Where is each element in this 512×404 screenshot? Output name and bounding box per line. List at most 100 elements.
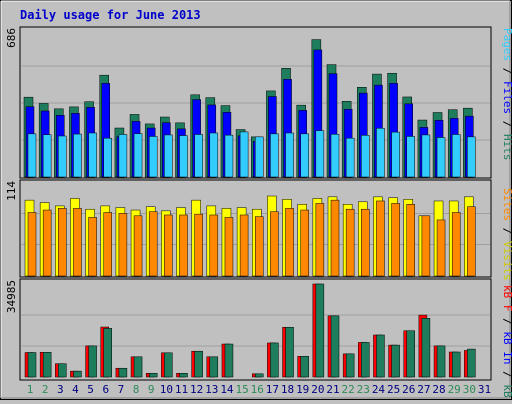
pages-bar (239, 131, 249, 178)
sites-bar (376, 200, 385, 277)
pages-bar (391, 131, 400, 178)
x-tick-label: 17 (266, 383, 279, 396)
kbin-bar (194, 350, 203, 378)
legend-files: Files (501, 81, 512, 114)
pages-bar (73, 133, 82, 178)
panel-kbytes-max-label: 34985 (5, 280, 18, 313)
panel-hits-legend: Pages / Files / Hits (501, 28, 512, 161)
pages-bar (361, 135, 370, 178)
kbin-bar (42, 352, 52, 378)
sites-bar (300, 209, 309, 277)
sites-bar (194, 213, 203, 277)
sites-bar (436, 219, 446, 277)
pages-bar (330, 134, 340, 178)
pages-bar (345, 137, 355, 178)
x-tick-label: 7 (118, 383, 125, 396)
kbin-bar (118, 367, 128, 378)
kbin-bar (73, 370, 82, 378)
kbin-bar (88, 345, 97, 378)
x-tick-label: 6 (102, 383, 109, 396)
pages-bar (133, 133, 143, 178)
pages-bar (270, 133, 279, 178)
x-tick-label: 11 (175, 383, 188, 396)
pages-bar (451, 134, 461, 178)
x-tick-label: 16 (251, 383, 264, 396)
kbin-bar (361, 342, 370, 378)
kbin-bar (345, 353, 355, 378)
x-tick-label: 4 (72, 383, 79, 396)
kbin-bar (164, 352, 173, 378)
x-tick-label: 30 (463, 383, 476, 396)
x-tick-label: 31 (478, 383, 491, 396)
chart-marks (21, 39, 490, 378)
sites-bar (345, 208, 355, 277)
legend-kbout: kB Out (501, 384, 512, 400)
pages-bar (42, 134, 52, 178)
x-axis-labels: 1 2 3 4 5 6 7 8 9 10 11 12 13 14 15 16 17 18 19 20 21 22 23 24 2… (27, 383, 491, 396)
sites-bar (315, 203, 325, 277)
sites-bar (421, 215, 431, 277)
x-tick-label: 14 (220, 383, 234, 396)
sites-bar (88, 217, 97, 277)
sites-bar (255, 216, 264, 277)
pages-bar (194, 134, 203, 178)
pages-bar (300, 133, 309, 178)
sites-bar (270, 211, 279, 277)
kbin-bar (224, 343, 234, 378)
legend-kbin: kB In (501, 331, 512, 364)
sites-bar (391, 203, 400, 277)
sites-bar (239, 214, 249, 277)
pages-bar (179, 135, 188, 178)
panel-hits-max-label: 686 (5, 28, 18, 48)
sites-bar (42, 209, 52, 277)
pages-bar (467, 136, 476, 178)
kbin-bar (421, 318, 431, 378)
x-tick-label: 3 (57, 383, 64, 396)
sites-bar (285, 208, 294, 277)
x-tick-label: 28 (432, 383, 445, 396)
pages-bar (421, 134, 431, 178)
pages-bar (376, 127, 385, 178)
x-tick-label: 22 (342, 383, 355, 396)
legend-pages: Pages (501, 28, 512, 61)
pages-bar (58, 135, 67, 178)
kbin-bar (315, 283, 325, 378)
legend-hits: Hits (501, 134, 512, 161)
kbin-bar (406, 330, 415, 378)
kbin-bar (376, 334, 385, 378)
pages-bar (88, 132, 97, 178)
x-tick-label: 13 (205, 383, 218, 396)
legend-sites: Sites (501, 188, 512, 221)
pages-bar (406, 136, 415, 178)
kbin-bar (270, 342, 279, 378)
pages-bar (285, 132, 294, 178)
x-tick-label: 19 (296, 383, 309, 396)
sites-bar (451, 212, 461, 277)
x-tick-label: 8 (133, 383, 140, 396)
sites-bar (27, 212, 37, 277)
legend-kbf: kB F (501, 285, 512, 312)
panel-kbytes-legend: kB F / kB In / kB Out (501, 285, 512, 400)
sites-bar (164, 214, 173, 277)
pages-bar (103, 137, 112, 178)
pages-bar (315, 130, 325, 178)
kbin-bar (330, 315, 340, 378)
x-tick-label: 27 (417, 383, 430, 396)
chart-title: Daily usage for June 2013 (20, 8, 201, 22)
pages-bar (436, 137, 446, 178)
pages-bar (224, 134, 234, 178)
x-tick-label: 24 (372, 383, 386, 396)
panel-visits-max-label: 114 (5, 181, 18, 201)
x-tick-label: 5 (87, 383, 94, 396)
x-tick-label: 15 (235, 383, 248, 396)
legend-sep-3: / (501, 221, 512, 241)
sites-bar (118, 213, 128, 277)
x-tick-label: 29 (448, 383, 461, 396)
sites-bar (224, 217, 234, 277)
pages-bar (209, 132, 219, 178)
legend-sep-1: / (501, 61, 512, 81)
x-tick-label: 20 (311, 383, 324, 396)
pages-bar (118, 134, 128, 178)
kbin-bar (255, 373, 264, 378)
